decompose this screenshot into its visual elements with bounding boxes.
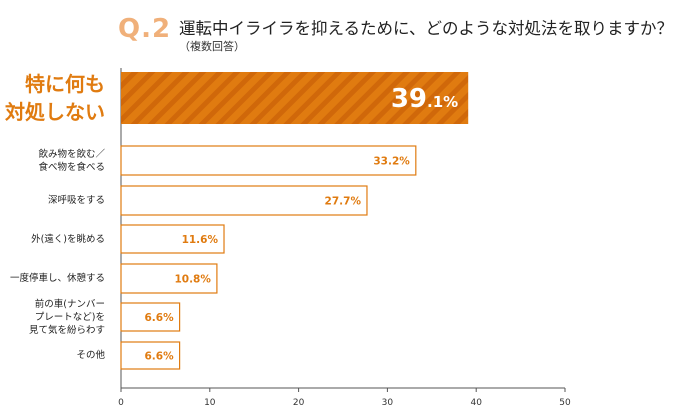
category-label: 特に何も 対処しない [5,72,105,124]
x-tick-label: 20 [293,398,305,407]
bar-value-label: 6.6% [144,351,174,363]
bar [121,72,469,124]
category-label: 前の車(ナンバー プレートなど)を 見て気を紛らわす [28,298,105,336]
bar-value-label: 10.8% [174,274,211,286]
question-number: Q.2 [118,14,172,44]
x-tick-label: 50 [559,398,571,407]
bar-value-label: 6.6% [144,312,174,324]
bar-value-label: 27.7% [325,196,362,208]
bar-value-label: 33.2% [373,156,410,168]
bar-value-label: 11.6% [182,234,219,246]
bar [120,302,181,332]
bar [120,341,181,370]
x-tick-label: 0 [118,398,124,407]
x-tick-label: 10 [204,398,216,407]
x-tick-label: 40 [470,398,482,407]
category-label: 一度停車し、休憩する [9,273,105,284]
bar [120,224,225,254]
category-label: 外(遠く)を眺める [31,233,105,245]
x-tick-label: 30 [382,398,394,407]
bar [120,263,218,294]
category-label: 飲み物を飲む／ 食べ物を食べる [38,148,105,173]
question-title: 運転中イライラを抑えるために、どのような対処法を取りますか？ [179,19,674,38]
bar [120,185,368,216]
category-label: その他 [76,350,105,361]
category-label: 深呼吸をする [47,195,105,206]
bar-value-label: 39.1% [391,84,458,114]
question-subtitle: （複数回答） [179,40,245,53]
bar [120,145,417,176]
